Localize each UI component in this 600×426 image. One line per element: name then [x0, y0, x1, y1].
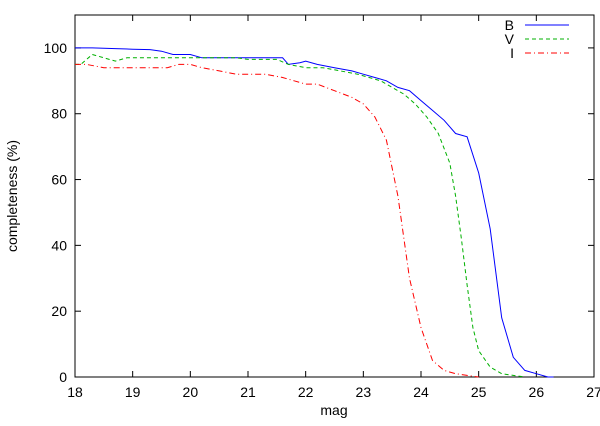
x-tick-label: 21 — [240, 384, 256, 400]
axis-ticks: 18 19 20 21 22 23 24 25 26 27 0 20 40 60 80 100 — [44, 15, 600, 400]
x-tick-label: 18 — [67, 384, 83, 400]
x-tick-label: 27 — [586, 384, 600, 400]
x-axis-label: mag — [320, 402, 347, 418]
x-tick-label: 23 — [356, 384, 372, 400]
x-tick-label: 22 — [298, 384, 314, 400]
y-tick-label: 60 — [51, 172, 67, 188]
series-line-B — [75, 47, 554, 378]
x-tick-label: 26 — [529, 384, 545, 400]
plot-frame — [74, 14, 595, 378]
y-tick-label: 0 — [59, 369, 67, 385]
series-line-V — [75, 53, 525, 378]
legend: BVI — [505, 17, 569, 61]
y-tick-label: 20 — [51, 303, 67, 319]
x-tick-label: 20 — [183, 384, 199, 400]
y-tick-label: 100 — [44, 40, 68, 56]
legend-label-I: I — [510, 45, 514, 61]
y-axis-label: completeness (%) — [4, 140, 20, 252]
legend-label-B: B — [505, 17, 514, 33]
series-line-I — [75, 63, 479, 378]
y-tick-label: 80 — [51, 106, 67, 122]
x-tick-label: 25 — [471, 384, 487, 400]
x-tick-label: 19 — [125, 384, 141, 400]
legend-label-V: V — [505, 31, 515, 47]
x-tick-label: 24 — [413, 384, 429, 400]
y-tick-label: 40 — [51, 237, 67, 253]
series-layer — [75, 47, 554, 378]
